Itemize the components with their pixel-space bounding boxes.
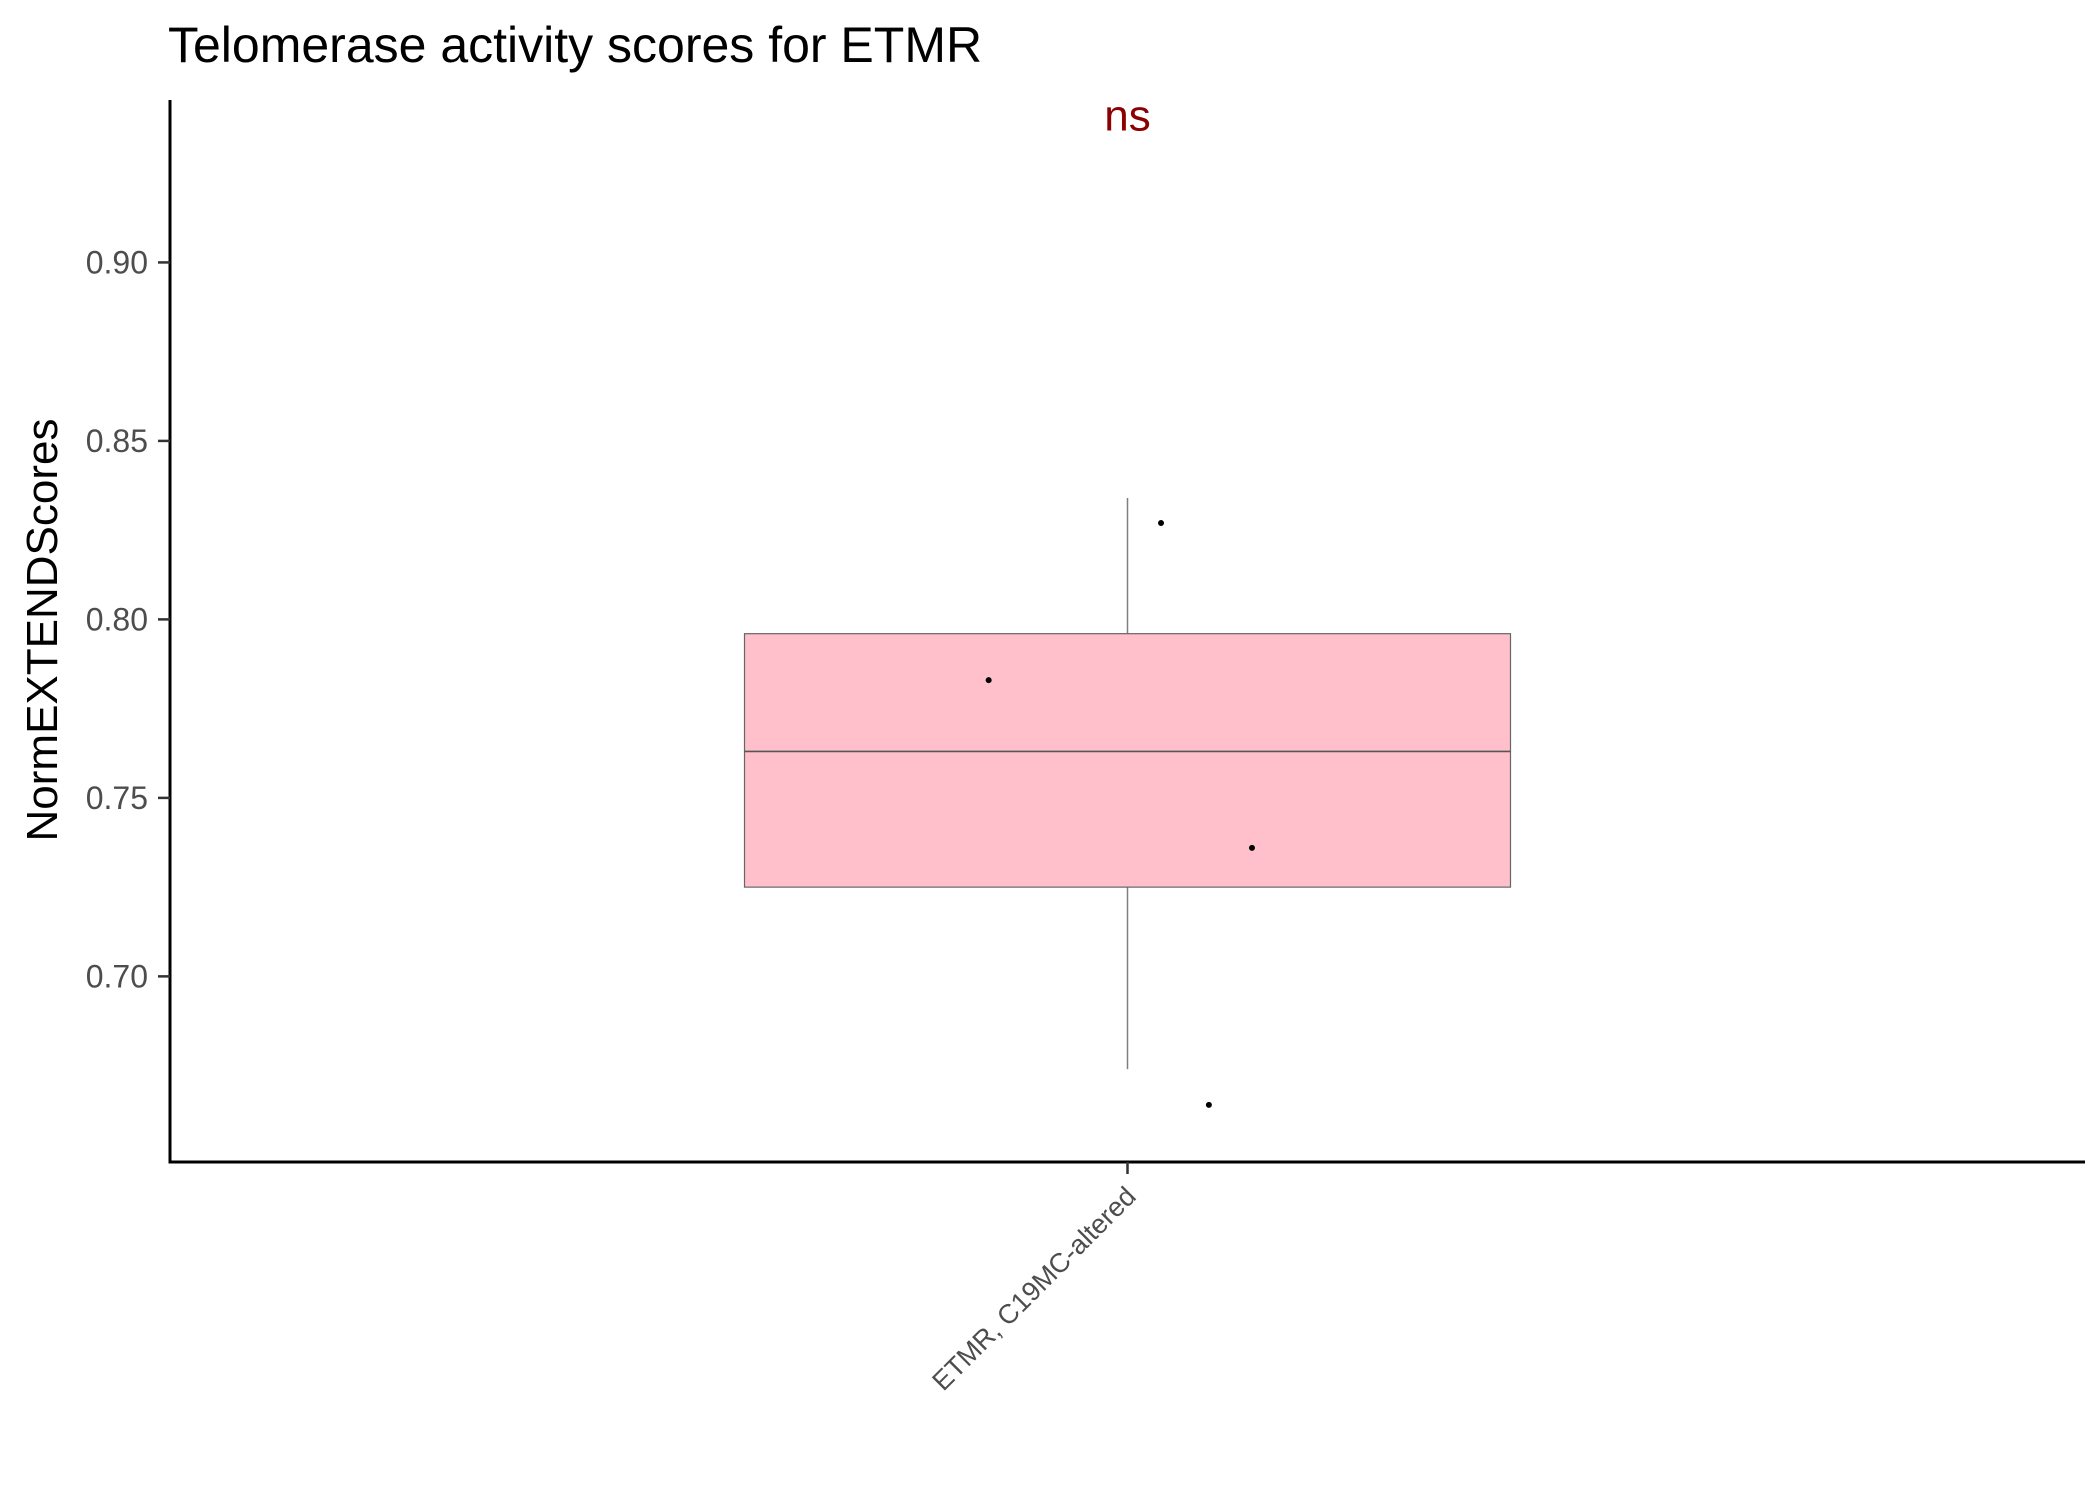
plot-area: 0.70 0.75 0.80 0.85 0.90 ETMR, C19MC-altered n… (86, 91, 2085, 1396)
data-point (1158, 520, 1165, 527)
data-point (985, 677, 992, 684)
significance-label: ns (1104, 91, 1150, 140)
box-iqr (743, 633, 1512, 888)
data-point (1248, 844, 1255, 851)
y-tick-label: 0.70 (86, 958, 148, 994)
x-tick-label: ETMR, C19MC-altered (926, 1181, 1141, 1396)
chart-title: Telomerase activity scores for ETMR (168, 17, 982, 73)
y-tick-label: 0.80 (86, 601, 148, 637)
y-tick-label: 0.75 (86, 780, 148, 816)
y-axis-label: NormEXTENDScores (18, 419, 67, 842)
y-tick-label: 0.85 (86, 423, 148, 459)
y-tick-label: 0.90 (86, 244, 148, 280)
data-point (1205, 1101, 1212, 1108)
